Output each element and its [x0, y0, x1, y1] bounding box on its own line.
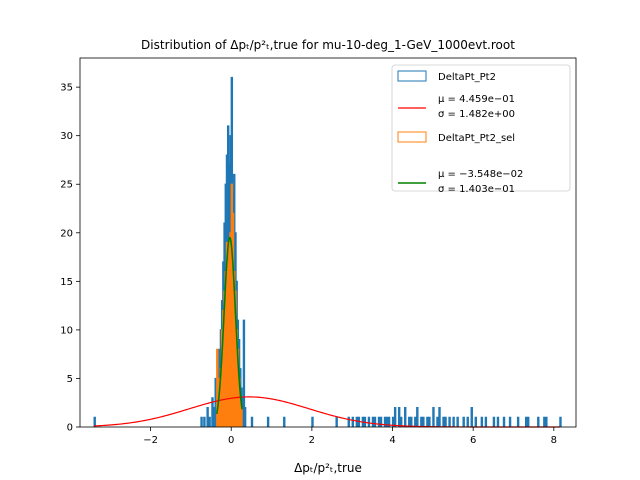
y-tick-label: 15 — [60, 277, 73, 288]
hist-bar-87 — [545, 416, 548, 427]
hist-bar-69 — [448, 416, 451, 427]
y-tick-label: 35 — [60, 83, 73, 94]
hist-bar-80 — [502, 416, 506, 427]
gaussian-fit-red — [94, 396, 560, 428]
x-tick-label: 0 — [228, 435, 234, 446]
x-axis-label: Δpₜ/p²ₜ,true — [294, 461, 362, 475]
hist-bar-65 — [436, 416, 439, 427]
chart-title: Distribution of Δpₜ/p²ₜ,true for mu-10-d… — [141, 38, 515, 52]
x-tick-label: 8 — [551, 435, 557, 446]
hist-bar-68 — [444, 416, 447, 427]
legend-box — [391, 64, 571, 192]
hist-bar-82 — [516, 416, 520, 427]
hist-bar-38 — [351, 416, 355, 427]
hist-bar-64 — [432, 406, 435, 427]
hist-bar-58 — [414, 416, 417, 427]
y-tick-label: 25 — [60, 180, 73, 191]
y-tick-label: 30 — [60, 131, 73, 142]
legend-label: DeltaPt_Pt2 — [438, 72, 496, 83]
legend-label-mu: μ = −3.548e−02 — [438, 169, 523, 180]
hist-bar-70 — [452, 416, 455, 427]
hist-bar-39 — [355, 416, 359, 427]
hist-bar-48 — [383, 416, 387, 427]
hist-bar-47 — [379, 416, 383, 427]
hist-bar-46 — [377, 416, 381, 427]
hist-bar-83 — [524, 416, 528, 427]
legend-swatch-hist — [397, 131, 427, 143]
hist-bar-59 — [416, 406, 419, 427]
hist-bar-66 — [438, 406, 441, 427]
x-axis-ticks: −2 0 2 4 6 8 — [143, 427, 557, 446]
hist-bar-81 — [508, 416, 512, 427]
hist-bar-71 — [456, 416, 459, 427]
hist-bar-73 — [466, 416, 469, 427]
hist-bar-36 — [335, 416, 338, 427]
hist-bar-40 — [357, 416, 361, 427]
hist-bar-51 — [391, 416, 395, 427]
y-tick-label: 20 — [60, 228, 73, 239]
hist-bar-43 — [367, 416, 371, 427]
hist-bar-85 — [537, 416, 540, 427]
x-tick-label: −2 — [143, 435, 158, 446]
hist-bar-84 — [527, 416, 530, 427]
hist-bar-63 — [428, 416, 431, 427]
hist-bar-37 — [347, 416, 350, 427]
hist-bar-74 — [470, 406, 473, 427]
hist-bar-75 — [474, 416, 477, 427]
hist-bar-35 — [311, 416, 314, 427]
hist-bar-55 — [404, 406, 407, 427]
x-tick-label: 6 — [470, 435, 476, 446]
hist-bar-57 — [410, 416, 413, 427]
hist-bar-0 — [93, 416, 96, 427]
hist-bar-30 — [242, 319, 246, 427]
hist-bar-62 — [426, 416, 429, 427]
hist-bar-67 — [442, 416, 445, 427]
hist-bar-49 — [385, 416, 389, 427]
hist-bar-54 — [399, 416, 403, 427]
hist-bar-56 — [408, 416, 411, 427]
hist-bar-34 — [283, 416, 286, 427]
hist-bar-45 — [373, 416, 377, 427]
hist-bar-50 — [387, 416, 391, 427]
hist-bar-88 — [559, 416, 562, 427]
hist-bar-76 — [480, 416, 484, 427]
legend-label-sigma: σ = 1.482e+00 — [438, 109, 515, 120]
hist-bar-72 — [462, 416, 465, 427]
hist-bar-53 — [397, 406, 401, 427]
y-axis-ticks: 0 5 10 15 20 25 30 35 — [60, 83, 80, 434]
hist-bar-1 — [200, 416, 203, 427]
hist-bar-86 — [543, 416, 546, 427]
y-tick-label: 10 — [60, 325, 73, 336]
gaussian-fit-green — [215, 236, 243, 415]
hist-bar-79 — [496, 416, 500, 427]
histogram-deltapt-pt2-sel — [216, 183, 243, 427]
hist-bar-4 — [208, 416, 211, 427]
hist-bar-60 — [420, 416, 423, 427]
hist-bar-33 — [266, 416, 270, 427]
axes-frame — [79, 57, 577, 428]
hist-bar-32 — [250, 416, 254, 427]
hist-bar-2 — [203, 416, 206, 427]
hist-bar-44 — [371, 416, 375, 427]
hist-bar-20 — [240, 406, 243, 427]
hist-bar-78 — [492, 416, 496, 427]
hist-bar-31 — [243, 406, 247, 427]
x-tick-label: 4 — [389, 435, 395, 446]
hist-bar-3 — [206, 406, 209, 427]
legend-label-mu: μ = 4.459e−01 — [438, 94, 515, 105]
y-tick-label: 5 — [67, 374, 73, 385]
legend: DeltaPt_Pt2 μ = 4.459e−01 σ = 1.482e+00 Del… — [391, 64, 571, 195]
x-tick-label: 2 — [309, 435, 315, 446]
y-tick-label: 0 — [67, 423, 73, 434]
hist-bar-61 — [422, 416, 425, 427]
hist-bar-52 — [393, 406, 397, 427]
legend-label-sigma: σ = 1.403e−01 — [438, 184, 515, 195]
legend-label: DeltaPt_Pt2_sel — [438, 133, 515, 144]
legend-swatch-hist — [397, 70, 427, 82]
hist-bar-77 — [484, 416, 488, 427]
